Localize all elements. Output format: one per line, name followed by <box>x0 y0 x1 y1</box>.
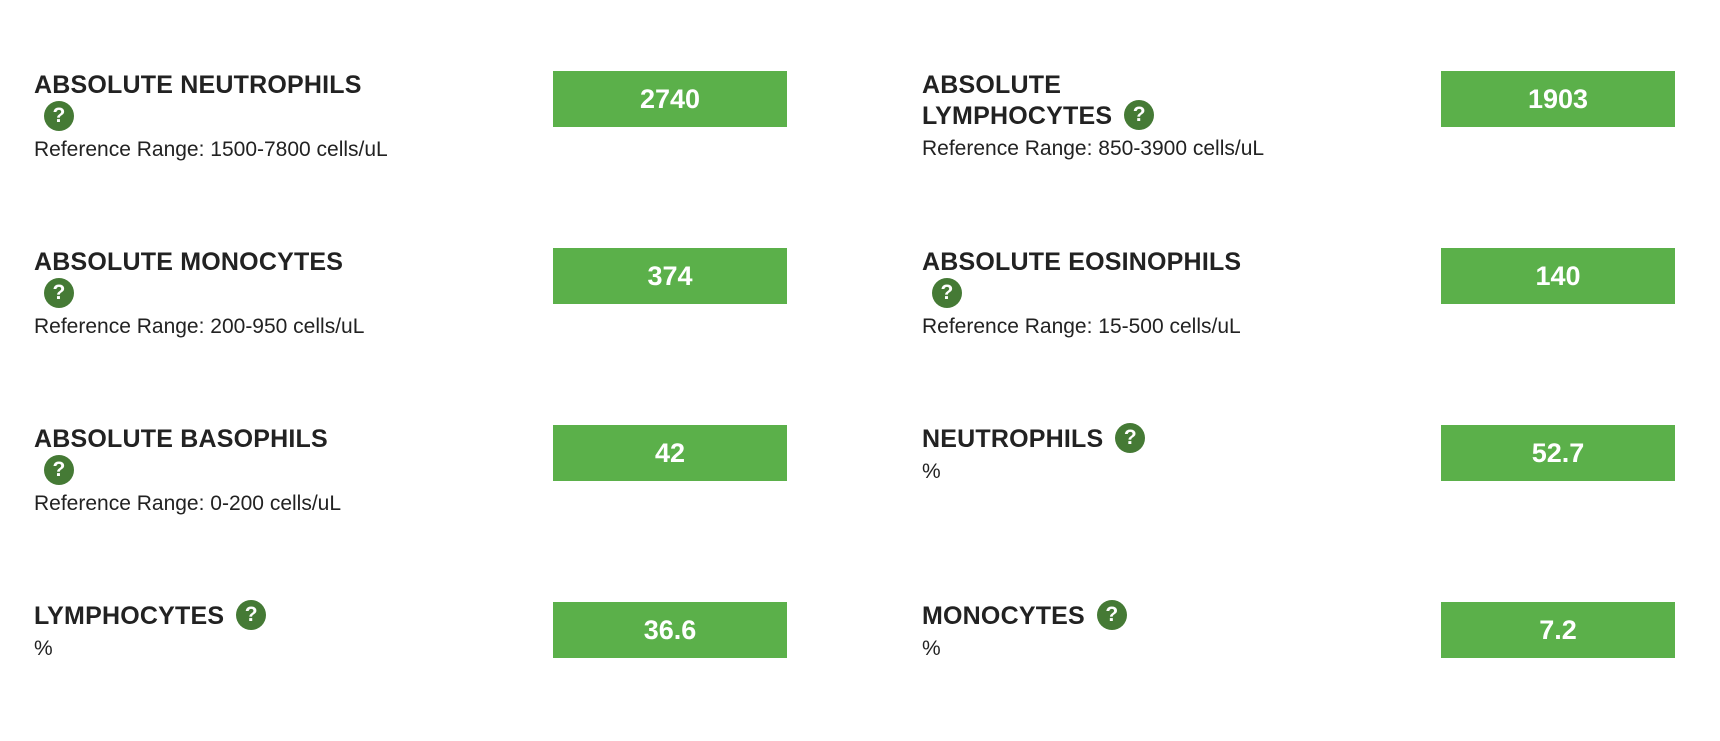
question-circle-icon[interactable]: ? <box>236 600 267 631</box>
result-label-block: ABSOLUTE NEUTROPHILS? Reference Range: 1… <box>34 70 484 163</box>
question-circle-icon[interactable]: ? <box>1115 423 1146 454</box>
result-card-neutrophils-percent: NEUTROPHILS? % 52.7 <box>922 423 1692 564</box>
test-name: NEUTROPHILS? <box>922 423 1372 455</box>
result-label-block: NEUTROPHILS? % <box>922 423 1372 485</box>
result-card-absolute-monocytes: ABSOLUTE MONOCYTES? Reference Range: 200… <box>34 247 804 387</box>
question-circle-icon[interactable]: ? <box>932 278 962 309</box>
result-value: 36.6 <box>553 602 787 658</box>
test-name: LYMPHOCYTES? <box>34 600 484 632</box>
result-label-block: MONOCYTES? % <box>922 600 1372 662</box>
result-value: 374 <box>553 248 787 304</box>
reference-range: Reference Range: 1500-7800 cells/uL <box>34 138 388 162</box>
test-name-text: ABSOLUTE BASOPHILS <box>34 425 328 453</box>
test-name-text: ABSOLUTE NEUTROPHILS <box>34 71 362 99</box>
test-name: ABSOLUTE EOSINOPHILS? <box>922 247 1372 310</box>
test-name-line-2: LYMPHOCYTES <box>922 102 1113 130</box>
result-unit: % <box>34 637 53 661</box>
result-value: 42 <box>553 425 787 481</box>
result-value: 2740 <box>553 71 787 127</box>
question-circle-icon[interactable]: ? <box>1096 600 1127 631</box>
test-name-text: MONOCYTES <box>922 602 1085 630</box>
result-card-absolute-neutrophils: ABSOLUTE NEUTROPHILS? Reference Range: 1… <box>34 70 804 210</box>
result-card-lymphocytes-percent: LYMPHOCYTES? % 36.6 <box>34 600 804 741</box>
result-label-block: ABSOLUTE EOSINOPHILS? Reference Range: 1… <box>922 247 1372 340</box>
test-name-text: ABSOLUTE EOSINOPHILS <box>922 248 1242 276</box>
question-circle-icon[interactable]: ? <box>44 278 74 309</box>
result-card-monocytes-percent: MONOCYTES? % 7.2 <box>922 600 1692 741</box>
test-name-text: NEUTROPHILS <box>922 425 1104 453</box>
question-circle-icon[interactable]: ? <box>44 455 74 486</box>
reference-range: Reference Range: 0-200 cells/uL <box>34 492 342 516</box>
result-card-absolute-lymphocytes: ABSOLUTE LYMPHOCYTES? Reference Range: 85… <box>922 70 1692 210</box>
result-value: 52.7 <box>1441 425 1675 481</box>
result-unit: % <box>922 637 941 661</box>
result-card-absolute-basophils: ABSOLUTE BASOPHILS? Reference Range: 0-2… <box>34 424 804 564</box>
test-name: ABSOLUTE LYMPHOCYTES? <box>922 70 1372 132</box>
result-label-block: ABSOLUTE MONOCYTES? Reference Range: 200… <box>34 247 484 340</box>
result-label-block: ABSOLUTE BASOPHILS? Reference Range: 0-2… <box>34 424 484 517</box>
result-unit: % <box>922 460 941 484</box>
test-name-text: ABSOLUTE MONOCYTES <box>34 248 344 276</box>
reference-range: Reference Range: 200-950 cells/uL <box>34 315 365 339</box>
result-value: 140 <box>1441 248 1675 304</box>
test-name-line-1: ABSOLUTE <box>922 71 1062 99</box>
question-circle-icon[interactable]: ? <box>44 101 74 132</box>
result-value: 1903 <box>1441 71 1675 127</box>
test-name: ABSOLUTE BASOPHILS? <box>34 424 484 487</box>
test-name: MONOCYTES? <box>922 600 1372 632</box>
result-label-block: LYMPHOCYTES? % <box>34 600 484 662</box>
reference-range: Reference Range: 850-3900 cells/uL <box>922 137 1265 161</box>
result-label-block: ABSOLUTE LYMPHOCYTES? Reference Range: 85… <box>922 70 1372 162</box>
test-name: ABSOLUTE MONOCYTES? <box>34 247 484 310</box>
test-name-text: LYMPHOCYTES <box>34 602 225 630</box>
question-circle-icon[interactable]: ? <box>1124 100 1155 131</box>
test-name: ABSOLUTE NEUTROPHILS? <box>34 70 484 133</box>
result-value: 7.2 <box>1441 602 1675 658</box>
reference-range: Reference Range: 15-500 cells/uL <box>922 315 1241 339</box>
result-card-absolute-eosinophils: ABSOLUTE EOSINOPHILS? Reference Range: 1… <box>922 247 1692 387</box>
